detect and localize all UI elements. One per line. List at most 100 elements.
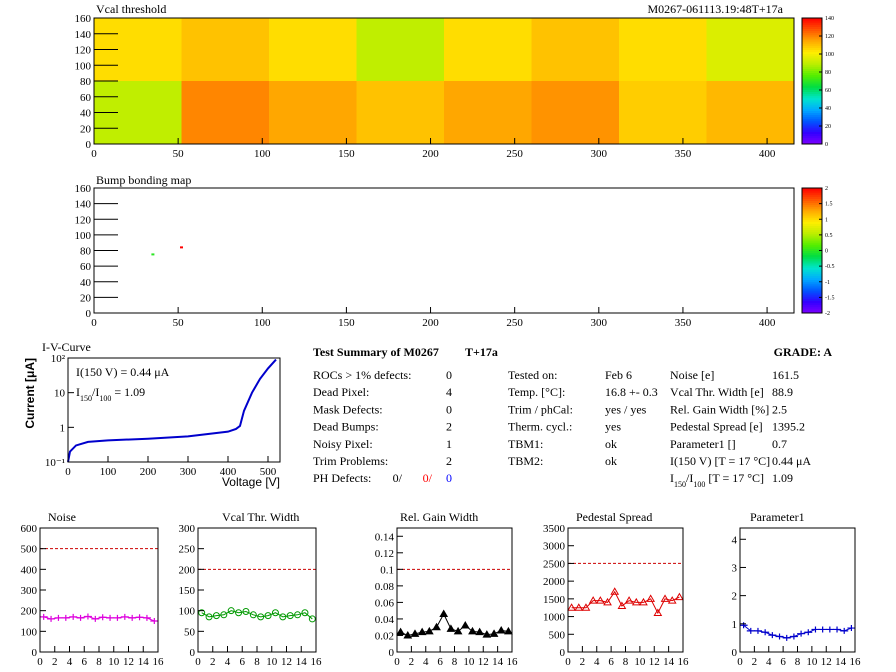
colorbar-tick-label: 100	[825, 52, 834, 58]
series-line	[201, 610, 313, 620]
annotation-part: I	[76, 385, 80, 399]
colorbar-step	[802, 198, 822, 201]
x-tick-label: 2	[210, 656, 216, 668]
colorbar-step	[802, 238, 822, 241]
colorbar-step	[802, 294, 822, 297]
colorbar-step	[802, 99, 822, 103]
ph-value: 0/	[423, 471, 433, 485]
x-tick-label: 300	[591, 148, 608, 160]
colorbar-step	[802, 231, 822, 235]
colorbar-step	[802, 22, 822, 25]
colorbar-step	[802, 70, 822, 74]
marker	[120, 613, 129, 620]
marker	[504, 626, 513, 635]
colorbar-step	[802, 306, 822, 310]
colorbar-step	[802, 102, 822, 105]
marker	[825, 626, 834, 633]
y-tick-label: 140	[75, 199, 92, 211]
x-tick-label: 400	[220, 466, 237, 478]
result-value: 2.5	[772, 402, 787, 416]
colorbar-step	[802, 244, 822, 247]
x-axis-label: Voltage [V]	[222, 475, 280, 489]
colorbar-step	[802, 66, 822, 69]
colorbar-step	[802, 53, 822, 57]
marker	[746, 627, 755, 634]
heat-point	[180, 246, 183, 249]
x-tick-label: 4	[766, 656, 772, 668]
x-tick-label: 0	[394, 656, 400, 668]
colorbar-step	[802, 229, 822, 233]
colorbar-tick-label: 1.5	[825, 202, 833, 208]
result-label-part: Vcal Thr. Width [e]	[670, 385, 764, 399]
y-tick-label: 0	[32, 647, 38, 659]
annotation: I150/I100 = 1.09	[76, 385, 145, 403]
y-tick-label: 150	[179, 585, 196, 597]
marker	[113, 614, 122, 621]
defect-value: 4	[446, 385, 452, 399]
colorbar-step	[802, 302, 822, 306]
y-tick-label: 3000	[543, 541, 566, 553]
y-tick-label: 3	[732, 562, 738, 574]
x-tick-label: 10	[463, 656, 475, 668]
marker	[475, 627, 485, 636]
x-tick-label: 200	[422, 148, 439, 160]
chart-title: Vcal Thr. Width	[222, 510, 299, 524]
marker	[833, 626, 842, 633]
colorbar-step	[802, 108, 822, 111]
colorbar-step	[802, 89, 822, 92]
x-tick-label: 2	[409, 656, 415, 668]
x-tick-label: 4	[594, 656, 600, 668]
summary-title: Test Summary of M0267	[313, 345, 439, 359]
condition-label: Trim / phCal:	[508, 402, 573, 416]
y-tick-label: 2500	[543, 558, 566, 570]
colorbar-step	[802, 258, 822, 262]
marker	[198, 609, 206, 617]
marker	[624, 596, 634, 604]
colorbar-tick-label: 20	[825, 124, 831, 130]
y-tick-label: 0.1	[380, 564, 394, 576]
marker	[91, 615, 100, 622]
x-tick-label: 14	[492, 656, 504, 668]
colorbar-step	[802, 91, 822, 95]
result-label-part: I	[670, 471, 674, 485]
marker	[294, 611, 302, 619]
x-tick-label: 150	[338, 148, 355, 160]
y-tick-label: 200	[21, 606, 38, 618]
colorbar-frame	[801, 17, 823, 145]
defect-label: Noisy Pixel:	[313, 437, 373, 451]
colorbar-step	[802, 200, 822, 204]
marker	[753, 627, 762, 634]
y-tick-label: 140	[75, 29, 92, 41]
annotation-part: 100	[99, 394, 111, 403]
x-tick-label: 2	[752, 656, 758, 668]
y-tick-label: 300	[21, 585, 38, 597]
colorbar-step	[802, 83, 822, 86]
marker	[482, 630, 492, 638]
colorbar-step	[802, 120, 822, 124]
marker	[279, 613, 287, 621]
colorbar-step	[802, 206, 822, 210]
colorbar-tick-label: 60	[825, 88, 831, 94]
result-label: Vcal Thr. Width [e]	[670, 385, 764, 399]
colorbar-step	[802, 252, 822, 256]
colorbar-step	[802, 114, 822, 118]
y-tick-label: 0.02	[375, 630, 394, 642]
colorbar-step	[802, 60, 822, 63]
y-tick-label: 0	[732, 647, 738, 659]
heat-cell	[356, 18, 444, 81]
heat-cell	[706, 18, 794, 81]
y-axis-label: Current [μA]	[23, 358, 37, 429]
y-tick-label: 100	[75, 230, 92, 242]
x-tick-label: 14	[138, 656, 150, 668]
result-label: Rel. Gain Width [%]	[670, 402, 769, 416]
colorbar-step	[802, 192, 822, 195]
result-label: Parameter1 []	[670, 437, 736, 451]
colorbar-step	[802, 215, 822, 218]
colorbar-step	[802, 93, 822, 97]
marker	[242, 607, 250, 615]
x-tick-label: 350	[675, 317, 692, 329]
x-tick-label: 12	[821, 656, 832, 668]
marker	[150, 618, 159, 624]
y-tick-label: 120	[75, 45, 92, 57]
x-tick-label: 16	[850, 656, 862, 668]
